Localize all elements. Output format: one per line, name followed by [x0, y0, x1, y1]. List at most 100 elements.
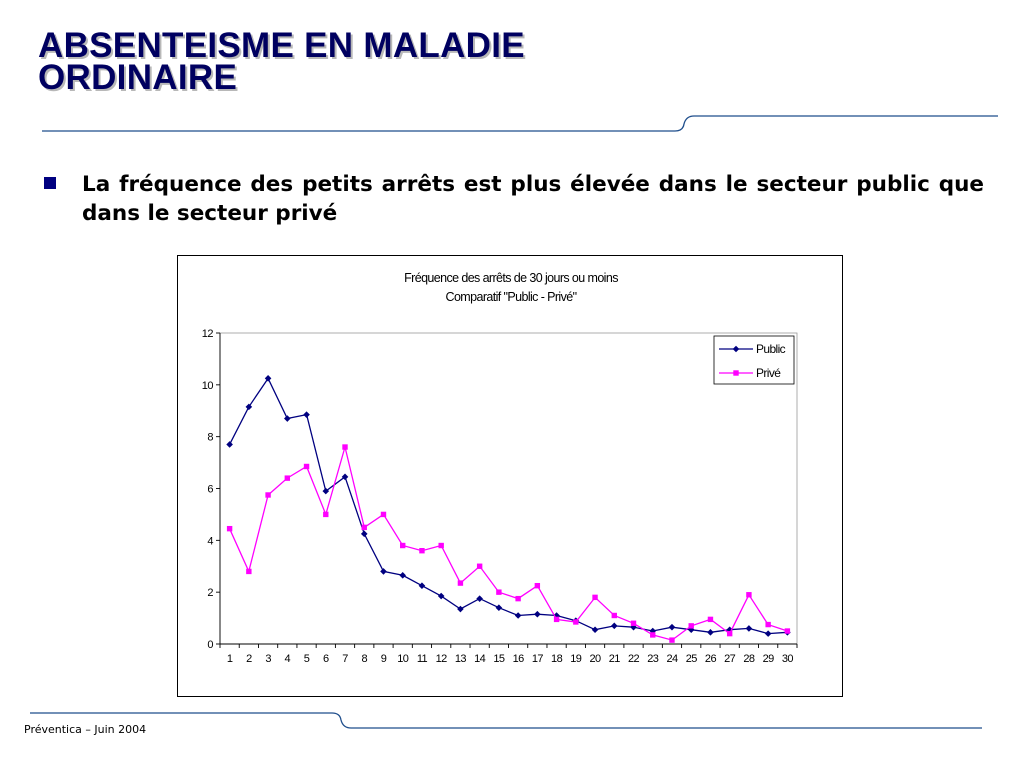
- x-tick-label: 21: [609, 653, 621, 665]
- x-tick-label: 5: [304, 653, 310, 665]
- data-point-public: [726, 626, 733, 634]
- data-point-prive: [726, 630, 733, 637]
- data-point-public: [668, 623, 676, 631]
- data-point-prive: [553, 616, 560, 623]
- x-tick-label: 14: [474, 653, 486, 665]
- data-point-public: [380, 568, 387, 575]
- slide-title-line2: ORDINAIRE: [38, 58, 238, 97]
- line-chart: Fréquence des arrêts de 30 jours ou moin…: [202, 271, 798, 665]
- data-point-prive: [765, 621, 771, 628]
- y-tick-label: 10: [202, 380, 214, 392]
- data-point-public: [745, 625, 753, 632]
- data-point-prive: [496, 589, 502, 595]
- data-point-public: [610, 622, 618, 630]
- x-tick-label: 27: [724, 653, 736, 665]
- data-point-public: [399, 572, 407, 579]
- x-tick-label: 18: [551, 653, 563, 665]
- chart-title: Fréquence des arrêts de 30 jours ou moin…: [404, 271, 618, 285]
- x-tick-label: 22: [628, 653, 640, 665]
- data-point-public: [322, 487, 330, 495]
- legend-marker-public: [732, 345, 740, 353]
- chart-subtitle: Comparatif "Public - Privé": [446, 290, 577, 304]
- footer-text: Préventica – Juin 2004: [24, 723, 147, 736]
- data-point-prive: [226, 525, 233, 532]
- data-point-prive: [534, 582, 541, 589]
- data-point-prive: [515, 595, 521, 602]
- x-tick-label: 10: [397, 653, 409, 665]
- legend-marker-prive: [733, 370, 739, 376]
- data-point-public: [341, 473, 349, 481]
- x-tick-label: 30: [782, 653, 794, 665]
- x-tick-label: 8: [361, 653, 367, 665]
- data-point-public: [264, 375, 272, 382]
- x-tick-label: 6: [323, 653, 329, 665]
- x-tick-label: 23: [647, 653, 659, 665]
- data-point-prive: [630, 620, 637, 626]
- data-point-public: [245, 403, 253, 411]
- bullet-text: La fréquence des petits arrêts est plus …: [82, 172, 984, 226]
- x-tick-label: 3: [265, 653, 271, 665]
- data-point-prive: [419, 548, 425, 554]
- x-tick-label: 1: [227, 653, 233, 665]
- data-point-public: [360, 530, 368, 538]
- data-point-public: [418, 582, 426, 589]
- bullet-square-icon: [44, 177, 56, 189]
- data-point-prive: [457, 580, 464, 586]
- x-tick-label: 7: [342, 653, 348, 665]
- data-point-public: [476, 595, 483, 602]
- series-line-prive: [229, 444, 788, 641]
- data-point-prive: [573, 619, 579, 625]
- data-point-prive: [380, 511, 387, 518]
- x-tick-label: 25: [686, 653, 698, 665]
- data-point-public: [226, 441, 233, 448]
- data-point-prive: [361, 524, 367, 531]
- data-point-prive: [784, 628, 791, 634]
- data-point-prive: [303, 463, 310, 470]
- y-tick-label: 8: [207, 432, 213, 444]
- data-point-public: [495, 604, 503, 612]
- y-tick-label: 6: [207, 484, 213, 496]
- x-tick-label: 2: [246, 653, 252, 665]
- legend-label-prive: Privé: [756, 366, 781, 380]
- data-point-prive: [476, 563, 483, 569]
- data-point-public: [284, 415, 291, 422]
- data-point-prive: [688, 623, 694, 629]
- x-tick-label: 20: [590, 653, 602, 665]
- data-point-prive: [611, 612, 617, 619]
- footer-rule: [30, 712, 982, 729]
- data-point-public: [764, 630, 772, 637]
- data-point-prive: [284, 475, 291, 481]
- x-tick-label: 12: [436, 653, 448, 665]
- data-point-public: [534, 610, 541, 618]
- legend-box: [713, 335, 795, 385]
- data-point-public: [303, 411, 310, 418]
- x-tick-label: 28: [743, 653, 755, 665]
- data-point-public: [514, 612, 522, 619]
- data-point-public: [707, 629, 714, 636]
- slide-title-line1: ABSENTEISME EN MALADIE: [38, 26, 525, 65]
- series-layer: [226, 375, 791, 643]
- y-tick-label: 4: [207, 535, 213, 547]
- x-tick-label: 9: [381, 653, 387, 665]
- data-point-prive: [400, 542, 406, 549]
- plot-area: [219, 332, 798, 645]
- x-tick-label: 11: [417, 653, 428, 665]
- data-point-public: [649, 627, 657, 635]
- y-tick-label: 0: [207, 639, 213, 651]
- data-point-prive: [342, 444, 348, 450]
- legend-label-public: Public: [756, 342, 786, 356]
- x-tick-label: 15: [493, 653, 505, 665]
- data-point-prive: [650, 632, 656, 638]
- data-point-prive: [592, 594, 598, 601]
- x-tick-label: 4: [285, 653, 291, 665]
- data-point-public: [437, 592, 445, 600]
- x-tick-label: 19: [570, 653, 582, 665]
- chart-frame: Fréquence des arrêts de 30 jours ou moin…: [177, 255, 843, 697]
- y-tick-label: 12: [202, 328, 214, 340]
- data-point-prive: [323, 511, 329, 518]
- data-point-prive: [438, 542, 444, 549]
- x-tick-label: 29: [763, 653, 775, 665]
- series-line-public: [229, 377, 788, 635]
- x-tick-label: 26: [705, 653, 717, 665]
